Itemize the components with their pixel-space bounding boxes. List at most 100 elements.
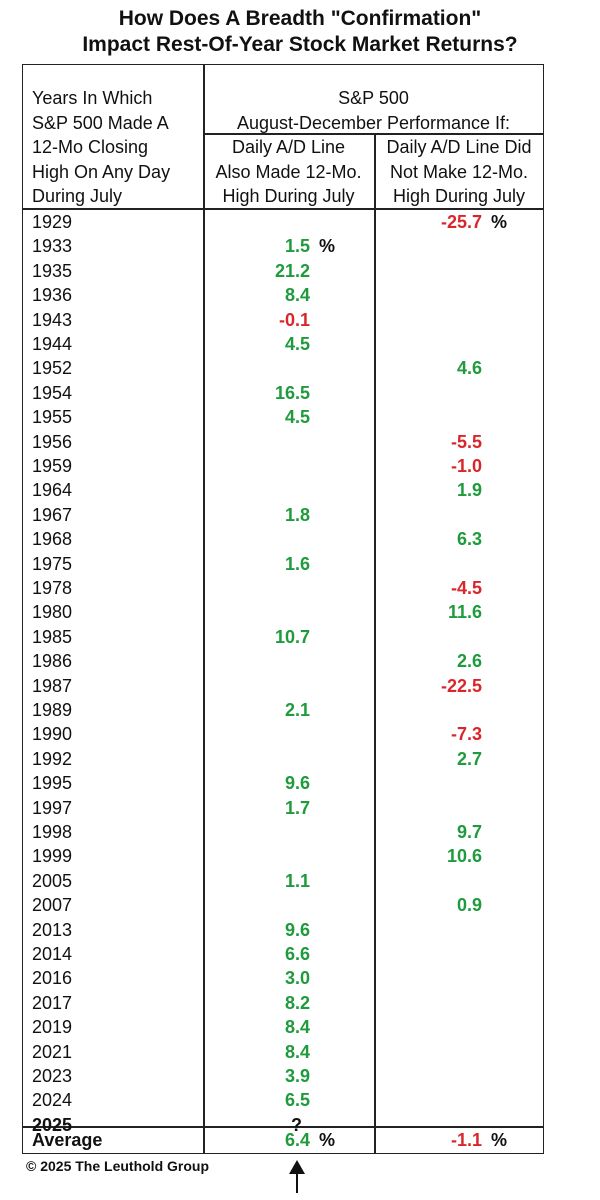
column-divider bbox=[203, 64, 205, 1154]
average-also-made: 6.4 bbox=[284, 1130, 310, 1150]
value-did-not-make: 11.6 bbox=[447, 602, 482, 623]
value-also-made: 16.5 bbox=[274, 382, 310, 403]
value-did-not-make: -1.0 bbox=[450, 456, 482, 476]
header-did-not-make-line: High During July bbox=[392, 186, 526, 206]
value-also-made: 6.5 bbox=[284, 1090, 310, 1111]
year-label: 2017 bbox=[32, 992, 73, 1013]
year-label: 1990 bbox=[32, 724, 73, 745]
chart-title-line-1: How Does A Breadth "Confirmation" bbox=[118, 7, 482, 30]
header-years-line: During July bbox=[32, 186, 123, 206]
value-also-made: 21.2 bbox=[274, 260, 310, 281]
year-label: 1992 bbox=[32, 748, 73, 769]
copyright-footer: © 2025 The Leuthold Group bbox=[26, 1158, 209, 1174]
value-did-not-make: -22.5 bbox=[440, 675, 482, 696]
value-also-made: 1.8 bbox=[284, 504, 310, 525]
value-did-not-make: -25.7 bbox=[440, 212, 482, 232]
value-also-made: -0.1 bbox=[278, 309, 310, 330]
value-also-made: 8.2 bbox=[284, 992, 310, 1013]
group-header-rule bbox=[203, 133, 544, 135]
year-label: 2005 bbox=[32, 870, 73, 891]
year-label: 1980 bbox=[32, 602, 73, 623]
value-did-not-make: 0.9 bbox=[456, 895, 482, 916]
value-also-made: 3.9 bbox=[284, 1066, 310, 1086]
header-rule bbox=[22, 208, 544, 210]
column-divider bbox=[374, 1126, 376, 1154]
year-label: 2024 bbox=[32, 1090, 73, 1111]
year-label: 2016 bbox=[32, 968, 73, 989]
year-label: 2021 bbox=[32, 1041, 73, 1062]
year-label: 1967 bbox=[32, 504, 73, 525]
column-divider bbox=[374, 133, 376, 1126]
year-label: 2019 bbox=[32, 1017, 73, 1038]
value-also-made: 3.0 bbox=[284, 968, 310, 989]
value-also-made: 1.6 bbox=[284, 553, 310, 574]
header-also-made-line: Also Made 12-Mo. bbox=[215, 161, 362, 182]
value-also-made: ? bbox=[291, 1114, 302, 1135]
value-also-made: 8.4 bbox=[284, 1041, 310, 1062]
year-label: 1964 bbox=[32, 480, 73, 501]
header-did-not-make-line: Daily A/D Line Did bbox=[386, 137, 532, 157]
value-also-made: 9.6 bbox=[284, 773, 310, 794]
average-label: Average bbox=[32, 1130, 103, 1150]
year-label: 1935 bbox=[32, 260, 73, 281]
header-years-line: S&P 500 Made A bbox=[32, 112, 169, 133]
percent-sign: % bbox=[491, 212, 508, 232]
year-label: 1954 bbox=[32, 382, 73, 403]
value-also-made: 2.1 bbox=[284, 700, 310, 720]
header-also-made-line: High During July bbox=[222, 186, 355, 206]
header-years-line: 12-Mo Closing bbox=[32, 137, 149, 157]
year-label: 1986 bbox=[32, 651, 73, 672]
value-also-made: 4.5 bbox=[284, 334, 310, 354]
value-also-made: 6.6 bbox=[284, 944, 310, 964]
data-table bbox=[22, 64, 544, 1154]
header-group-subtitle: August-December Performance If: bbox=[236, 112, 511, 133]
average-did-not-make: -1.1 bbox=[450, 1130, 482, 1150]
percent-sign: % bbox=[319, 236, 336, 257]
header-did-not-make-line: Not Make 12-Mo. bbox=[389, 161, 529, 182]
year-label: 2023 bbox=[32, 1066, 73, 1086]
year-label: 1989 bbox=[32, 700, 73, 720]
header-years-line: Years In Which bbox=[32, 88, 153, 108]
percent-sign: % bbox=[319, 1130, 336, 1150]
year-label: 2014 bbox=[32, 944, 73, 964]
value-also-made: 1.7 bbox=[284, 797, 310, 818]
value-did-not-make: -5.5 bbox=[450, 431, 482, 452]
year-label: 1998 bbox=[32, 822, 73, 842]
year-label: 1943 bbox=[32, 309, 73, 330]
value-did-not-make: 2.6 bbox=[456, 651, 482, 672]
value-also-made: 1.1 bbox=[284, 870, 310, 891]
value-also-made: 8.4 bbox=[284, 285, 310, 306]
value-also-made: 1.5 bbox=[284, 236, 310, 257]
chart-title-line-2: Impact Rest-Of-Year Stock Market Returns… bbox=[82, 33, 518, 56]
value-also-made: 9.6 bbox=[284, 919, 310, 940]
value-did-not-make: 1.9 bbox=[456, 480, 482, 501]
year-label: 1997 bbox=[32, 797, 73, 818]
year-label: 1955 bbox=[32, 407, 73, 428]
value-did-not-make: 6.3 bbox=[456, 529, 482, 550]
year-label: 1959 bbox=[32, 456, 73, 476]
year-label: 1933 bbox=[32, 236, 73, 257]
value-did-not-make: 9.7 bbox=[456, 822, 482, 842]
year-label: 2013 bbox=[32, 919, 73, 940]
year-label: 1987 bbox=[32, 675, 73, 696]
value-did-not-make: 4.6 bbox=[456, 358, 482, 379]
year-label: 1975 bbox=[32, 553, 73, 574]
up-arrow-icon bbox=[289, 1160, 305, 1193]
year-label: 1978 bbox=[32, 578, 73, 598]
value-also-made: 4.5 bbox=[284, 407, 310, 428]
year-label: 1999 bbox=[32, 846, 73, 867]
average-rule bbox=[22, 1126, 544, 1128]
year-label: 1944 bbox=[32, 334, 73, 354]
value-did-not-make: -4.5 bbox=[450, 578, 482, 598]
value-did-not-make: -7.3 bbox=[450, 724, 482, 745]
percent-sign: % bbox=[491, 1130, 508, 1150]
header-group-title: S&P 500 bbox=[338, 88, 409, 108]
year-label: 1929 bbox=[32, 212, 73, 232]
value-also-made: 10.7 bbox=[274, 626, 310, 647]
value-did-not-make: 10.6 bbox=[446, 846, 482, 867]
year-label: 1956 bbox=[32, 431, 73, 452]
year-label: 1952 bbox=[32, 358, 73, 379]
year-label: 1985 bbox=[32, 626, 73, 647]
year-label: 1968 bbox=[32, 529, 73, 550]
value-did-not-make: 2.7 bbox=[456, 748, 482, 769]
